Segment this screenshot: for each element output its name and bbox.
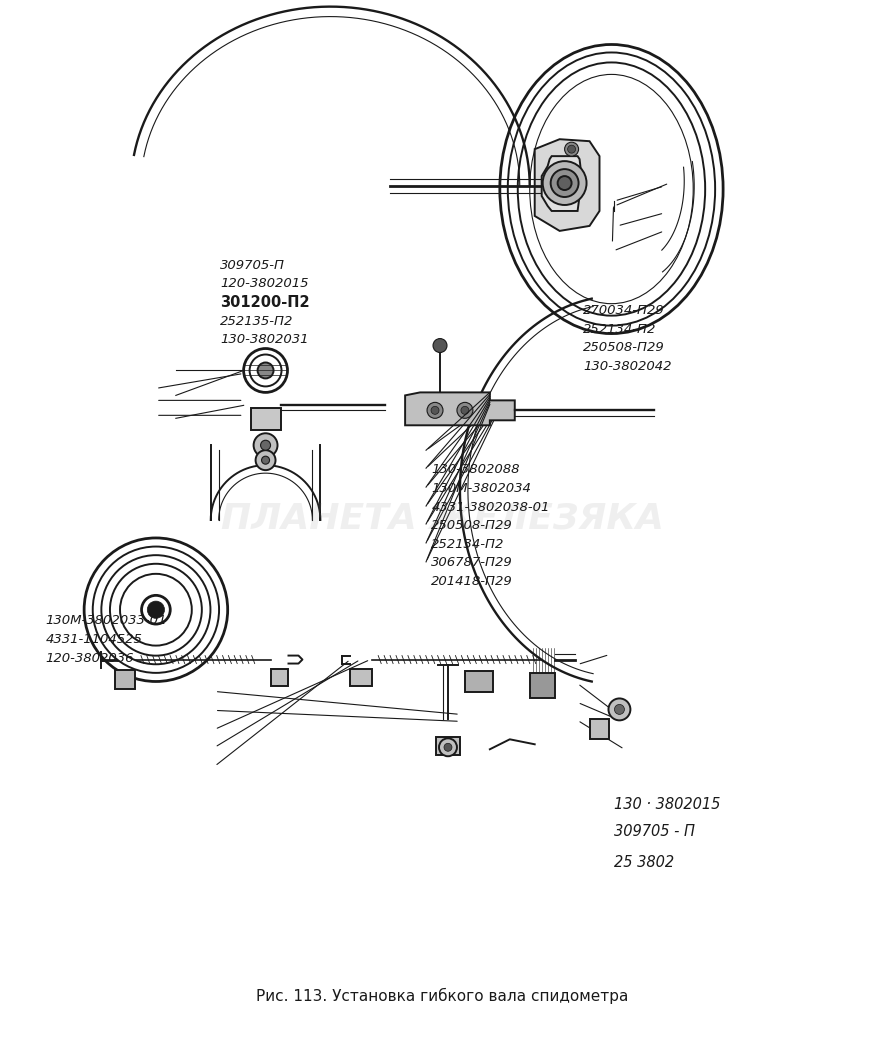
Text: 4331-1104525: 4331-1104525 <box>45 633 142 646</box>
Text: 130-3802042: 130-3802042 <box>583 360 672 373</box>
FancyBboxPatch shape <box>271 669 288 686</box>
Text: 309705-П: 309705-П <box>220 259 285 272</box>
Text: 270034-П29: 270034-П29 <box>583 304 665 317</box>
Text: 130 · 3802015: 130 · 3802015 <box>613 797 720 812</box>
Text: 130-3802031: 130-3802031 <box>220 333 309 346</box>
Text: 301200-П2: 301200-П2 <box>220 295 309 310</box>
Circle shape <box>551 169 578 197</box>
Text: 120-3802036: 120-3802036 <box>45 651 134 665</box>
Text: 252134-П2: 252134-П2 <box>583 323 657 336</box>
Text: 250508-П29: 250508-П29 <box>431 520 514 532</box>
Circle shape <box>461 407 469 415</box>
FancyBboxPatch shape <box>350 669 372 686</box>
FancyBboxPatch shape <box>115 670 135 690</box>
Text: 201418-П29: 201418-П29 <box>431 576 514 588</box>
Circle shape <box>568 145 575 153</box>
Circle shape <box>254 433 278 457</box>
Circle shape <box>614 704 624 714</box>
Circle shape <box>257 363 273 379</box>
Polygon shape <box>542 157 582 211</box>
Circle shape <box>543 161 587 205</box>
Circle shape <box>608 699 630 721</box>
FancyBboxPatch shape <box>465 671 493 693</box>
Text: ПЛАНЕТА ЖЕЛЕЗЯКА: ПЛАНЕТА ЖЕЛЕЗЯКА <box>221 502 663 535</box>
Text: 130М-3802033-01: 130М-3802033-01 <box>45 614 167 627</box>
Text: 250508-П29: 250508-П29 <box>583 341 665 355</box>
FancyBboxPatch shape <box>436 737 460 755</box>
Circle shape <box>261 441 271 450</box>
Text: 130-3802088: 130-3802088 <box>431 464 520 476</box>
Polygon shape <box>405 392 514 425</box>
Circle shape <box>457 402 473 418</box>
FancyBboxPatch shape <box>250 409 280 430</box>
Text: 252135-П2: 252135-П2 <box>220 314 293 328</box>
Circle shape <box>565 142 578 157</box>
Polygon shape <box>535 139 599 231</box>
Text: 309705 - П: 309705 - П <box>613 824 695 839</box>
Circle shape <box>433 338 447 353</box>
Circle shape <box>431 407 439 415</box>
Text: 25 3802: 25 3802 <box>613 856 674 870</box>
Circle shape <box>148 601 164 618</box>
Text: 120-3802015: 120-3802015 <box>220 277 309 290</box>
Circle shape <box>439 738 457 756</box>
Circle shape <box>427 402 443 418</box>
FancyBboxPatch shape <box>590 720 609 739</box>
Circle shape <box>262 456 270 465</box>
Text: Рис. 113. Установка гибкого вала спидометра: Рис. 113. Установка гибкого вала спидоме… <box>255 988 629 1005</box>
Circle shape <box>255 450 276 470</box>
Text: 306787-П29: 306787-П29 <box>431 557 514 569</box>
Text: 130М-3802034: 130М-3802034 <box>431 482 531 495</box>
Text: 252134-П2: 252134-П2 <box>431 538 505 551</box>
Circle shape <box>444 744 452 751</box>
Text: 4331-3802038-01: 4331-3802038-01 <box>431 501 550 513</box>
FancyBboxPatch shape <box>530 673 554 699</box>
Circle shape <box>558 176 572 190</box>
